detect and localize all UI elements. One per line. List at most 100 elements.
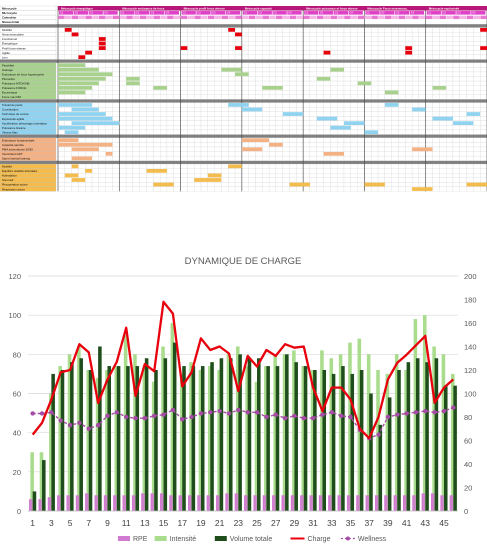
grid-cell [255, 41, 263, 46]
grid-cell [71, 45, 79, 51]
x-tick-label: 17 [178, 518, 188, 528]
grid-cell [275, 67, 283, 73]
grid-cell [316, 163, 324, 169]
rpe-bar-overlay [225, 493, 229, 511]
grid-cell [364, 45, 372, 51]
grid-cell [207, 27, 215, 33]
grid-cell [405, 36, 413, 42]
grid-cell [214, 116, 222, 121]
grid-cell [384, 125, 392, 131]
grid-cell [194, 54, 202, 60]
calendar-cell [99, 15, 106, 20]
grid-cell [418, 85, 426, 91]
grid-cell [132, 163, 140, 169]
grid-cell [391, 111, 399, 117]
grid-cell [71, 182, 79, 187]
grid-cell [337, 107, 345, 112]
grid-cell [282, 90, 290, 95]
intensity-bar [292, 350, 296, 511]
grid-cell [255, 45, 263, 51]
grid-cell [405, 71, 413, 77]
grid-cell [112, 27, 120, 33]
row-label: Capacité aérobie [2, 143, 24, 147]
wellness-point [236, 407, 241, 413]
calendar-cell [385, 15, 392, 20]
grid-cell [480, 120, 487, 126]
grid-cell [214, 129, 222, 135]
microcycle-tag [59, 11, 74, 15]
grid-cell [221, 90, 229, 95]
grid-cell [105, 173, 113, 178]
grid-cell [303, 80, 311, 86]
grid-cell [309, 129, 317, 135]
intensity-bar [49, 393, 53, 511]
grid-cell [268, 36, 277, 42]
grid-cell [384, 45, 392, 51]
grid-cell [125, 102, 134, 108]
grid-cell [303, 146, 311, 152]
grid-cell [316, 41, 324, 46]
grid-cell [228, 129, 236, 135]
grid-cell [255, 27, 263, 33]
microcycle-tag [164, 11, 179, 15]
grid-cell [160, 186, 168, 192]
grid-cell [194, 90, 202, 95]
grid-cell [296, 129, 304, 135]
grid-cell [303, 173, 311, 178]
grid-cell [187, 94, 195, 100]
volume-bar [257, 358, 261, 511]
grid-cell [125, 54, 134, 60]
grid-cell [241, 94, 249, 100]
grid-cell [214, 85, 222, 91]
grid-cell [411, 80, 420, 86]
wellness-point [292, 413, 297, 419]
grid-cell [173, 32, 181, 37]
grid-cell [296, 36, 304, 42]
grid-cell [160, 142, 168, 148]
grid-cell [85, 54, 93, 60]
microcycle-tag [395, 11, 410, 15]
grid-cell [446, 85, 454, 91]
grid-cell [405, 151, 413, 157]
wellness-point [282, 415, 288, 421]
grid-cell [446, 137, 454, 143]
grid-cell [303, 27, 311, 33]
grid-cell [425, 155, 433, 161]
grid-cell [439, 182, 447, 187]
grid-cell [146, 85, 154, 91]
grid-cell [146, 32, 154, 37]
grid-cell [166, 142, 174, 148]
grid-cell [275, 173, 283, 178]
grid-cell [200, 32, 208, 37]
grid-cell [139, 151, 147, 157]
grid-cell [371, 50, 379, 56]
grid-cell [480, 90, 487, 95]
microcycle-tag [426, 11, 441, 15]
grid-cell [180, 107, 188, 112]
grid-cell [289, 146, 297, 152]
grid-cell [330, 85, 338, 91]
grid-cell [91, 41, 99, 46]
grid-cell [330, 107, 338, 112]
grid-cell [160, 116, 168, 121]
grid-cell [228, 32, 236, 37]
grid-cell [418, 125, 426, 131]
grid-cell [296, 120, 304, 126]
grid-cell [200, 71, 208, 77]
grid-cell [480, 116, 487, 121]
rpe-bar-overlay [206, 495, 211, 511]
grid-cell [316, 27, 324, 33]
grid-cell [316, 94, 324, 100]
grid-cell [309, 168, 317, 174]
rpe-bar-overlay [159, 493, 164, 511]
grid-cell [57, 27, 65, 33]
grid-cell [180, 27, 188, 33]
wellness-point [161, 412, 166, 417]
grid-cell [139, 90, 147, 95]
grid-cell [119, 155, 127, 161]
grid-cell [432, 71, 440, 77]
grid-cell [282, 137, 290, 143]
planned-block [466, 112, 481, 116]
grid-cell [132, 32, 140, 37]
grid-cell [125, 146, 134, 152]
